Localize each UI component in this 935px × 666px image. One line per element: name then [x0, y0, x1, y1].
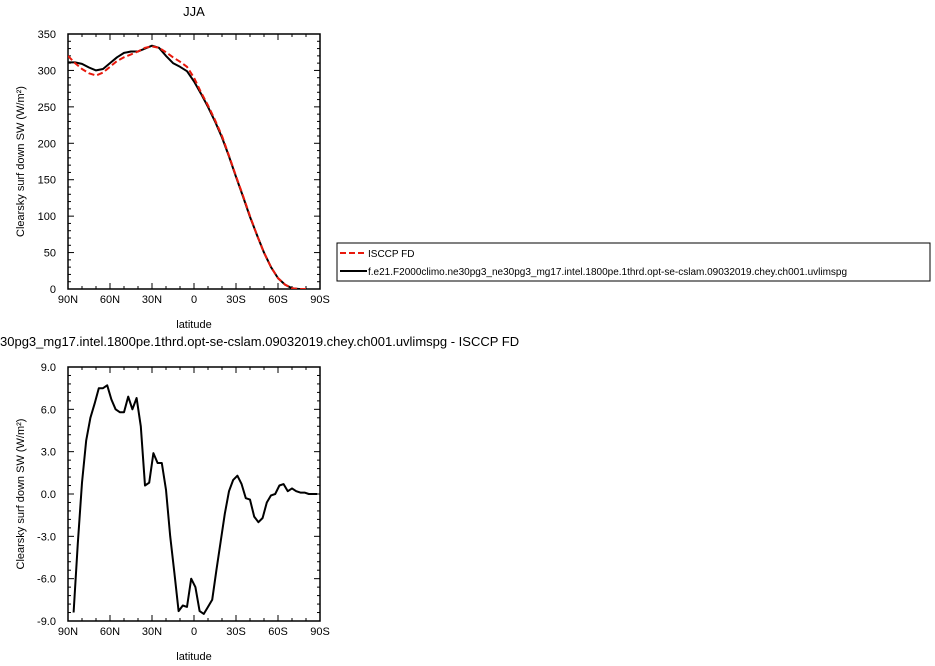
x-tick-label: 30N	[142, 294, 162, 306]
chart-panel-1: JJA 90N 60N 30N 0 30S 60S 90S 0 50 100 150 200 250 300…	[15, 4, 931, 331]
chart-title: 30pg3_mg17.intel.1800pe.1thrd.opt-se-csl…	[0, 334, 519, 349]
chart-panel-2: 30pg3_mg17.intel.1800pe.1thrd.opt-se-csl…	[0, 334, 519, 663]
y-tick-label: -9.0	[37, 616, 56, 628]
y-tick-label: 150	[38, 175, 56, 187]
x-tick-label: 60S	[268, 294, 288, 306]
y-tick-label: 300	[38, 65, 56, 77]
x-tick-label: 30S	[226, 626, 246, 638]
chart-title: JJA	[183, 4, 205, 19]
x-axis-label: latitude	[176, 651, 211, 663]
x-axis-label: latitude	[176, 319, 211, 331]
y-axis-label: Clearsky surf down SW (W/m²)	[15, 86, 27, 237]
y-tick-label: 200	[38, 138, 56, 150]
y-tick-label: 50	[44, 248, 56, 260]
x-tick-label: 30S	[226, 294, 246, 306]
y-tick-label: 3.0	[41, 447, 56, 459]
legend: ISCCP FD f.e21.F2000climo.ne30pg3_ne30pg3…	[336, 242, 931, 282]
y-tick-label: 100	[38, 211, 56, 223]
y-tick-label: 350	[38, 29, 56, 41]
x-tick-label: 90S	[310, 294, 330, 306]
legend-box	[336, 242, 931, 282]
series-line-1	[68, 45, 306, 289]
x-tick-label: 0	[191, 294, 197, 306]
x-tick-label: 90S	[310, 626, 330, 638]
y-tick-label: 0	[50, 284, 56, 296]
y-tick-label: 250	[38, 102, 56, 114]
x-tick-label: 90N	[58, 294, 78, 306]
x-tick-label: 90N	[58, 626, 78, 638]
y-tick-label: -6.0	[37, 574, 56, 586]
y-axis-label: Clearsky surf down SW (W/m²)	[15, 419, 27, 570]
legend-label-1: ISCCP FD	[368, 249, 415, 260]
x-tick-label: 60N	[100, 626, 120, 638]
legend-label-2: f.e21.F2000climo.ne30pg3_ne30pg3_mg17.in…	[368, 267, 847, 278]
y-tick-label: 6.0	[41, 404, 56, 416]
series-line-2	[68, 44, 306, 289]
series-line-1	[72, 384, 318, 615]
x-tick-label: 0	[191, 626, 197, 638]
x-tick-label: 30N	[142, 626, 162, 638]
x-tick-label: 60S	[268, 626, 288, 638]
y-tick-label: 0.0	[41, 489, 56, 501]
y-tick-label: -3.0	[37, 531, 56, 543]
y-tick-label: 9.0	[41, 362, 56, 374]
x-tick-label: 60N	[100, 294, 120, 306]
plot-frame	[67, 33, 321, 290]
